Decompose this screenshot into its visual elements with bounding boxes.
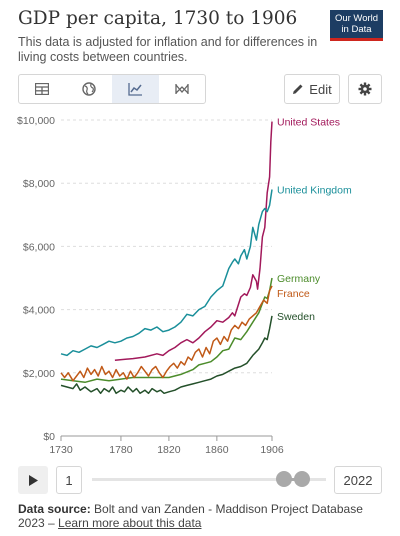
timeline-range	[284, 478, 302, 481]
y-tick-label: $8,000	[23, 178, 55, 190]
y-tick-label: $0	[43, 431, 55, 443]
learn-more-link[interactable]: Learn more about this data	[58, 516, 202, 530]
page-subtitle: This data is adjusted for inflation and …	[18, 35, 318, 64]
series-line-united-states	[114, 121, 273, 361]
source-note: Data source: Bolt and van Zanden - Maddi…	[18, 502, 388, 530]
x-tick-label: 1860	[205, 444, 229, 456]
y-tick-label: $4,000	[23, 305, 55, 317]
series-line-sweden	[60, 315, 273, 395]
gear-icon	[358, 82, 372, 96]
series-label-germany: Germany	[277, 273, 321, 285]
line-chart: $0 $2,000 $4,000 $6,000 $8,000 $10,000 1730 178…	[17, 115, 352, 456]
page-title: GDP per capita, 1730 to 1906	[18, 8, 298, 29]
series-label-united-states: United States	[277, 117, 340, 129]
series-label-france: France	[277, 288, 310, 300]
pencil-icon	[293, 84, 303, 94]
settings-button[interactable]	[348, 74, 382, 104]
source-text: Bolt and van Zanden - Maddison Project D…	[18, 502, 363, 530]
owid-logo[interactable]: Our World in Data	[330, 10, 383, 41]
play-icon	[29, 474, 38, 486]
x-tick-label: 1820	[157, 444, 181, 456]
timeline-track[interactable]	[92, 478, 326, 481]
edit-button[interactable]: Edit	[284, 74, 340, 104]
series-line-germany	[60, 277, 273, 384]
logo-line-2: in Data	[341, 23, 372, 35]
view-tabs	[18, 74, 206, 104]
table-icon	[35, 83, 50, 95]
x-tick-label: 1780	[109, 444, 133, 456]
tab-table[interactable]	[19, 75, 66, 103]
timeline-start-handle[interactable]	[276, 471, 292, 487]
timeline-start-year[interactable]: 1	[56, 466, 82, 494]
y-tick-label: $10,000	[17, 115, 55, 127]
series-label-united-kingdom: United Kingdom	[277, 185, 352, 197]
timeline-end-year[interactable]: 2022	[334, 466, 382, 494]
y-tick-label: $2,000	[23, 368, 55, 380]
series-line-united-kingdom	[60, 189, 273, 357]
series-label-sweden: Sweden	[277, 311, 315, 323]
y-tick-label: $6,000	[23, 241, 55, 253]
marimekko-icon	[175, 84, 189, 94]
line-chart-icon	[128, 82, 142, 96]
globe-icon	[82, 82, 96, 96]
tab-chart[interactable]	[112, 75, 159, 103]
tab-marimekko[interactable]	[159, 75, 206, 103]
play-button[interactable]	[18, 466, 48, 494]
x-tick-label: 1906	[260, 444, 284, 456]
edit-label: Edit	[309, 81, 332, 97]
source-label: Data source:	[18, 502, 91, 516]
timeline-end-handle[interactable]	[294, 471, 310, 487]
series-line-france	[60, 285, 273, 382]
x-tick-label: 1730	[49, 444, 73, 456]
logo-line-1: Our World	[334, 13, 379, 24]
tab-map[interactable]	[66, 75, 113, 103]
